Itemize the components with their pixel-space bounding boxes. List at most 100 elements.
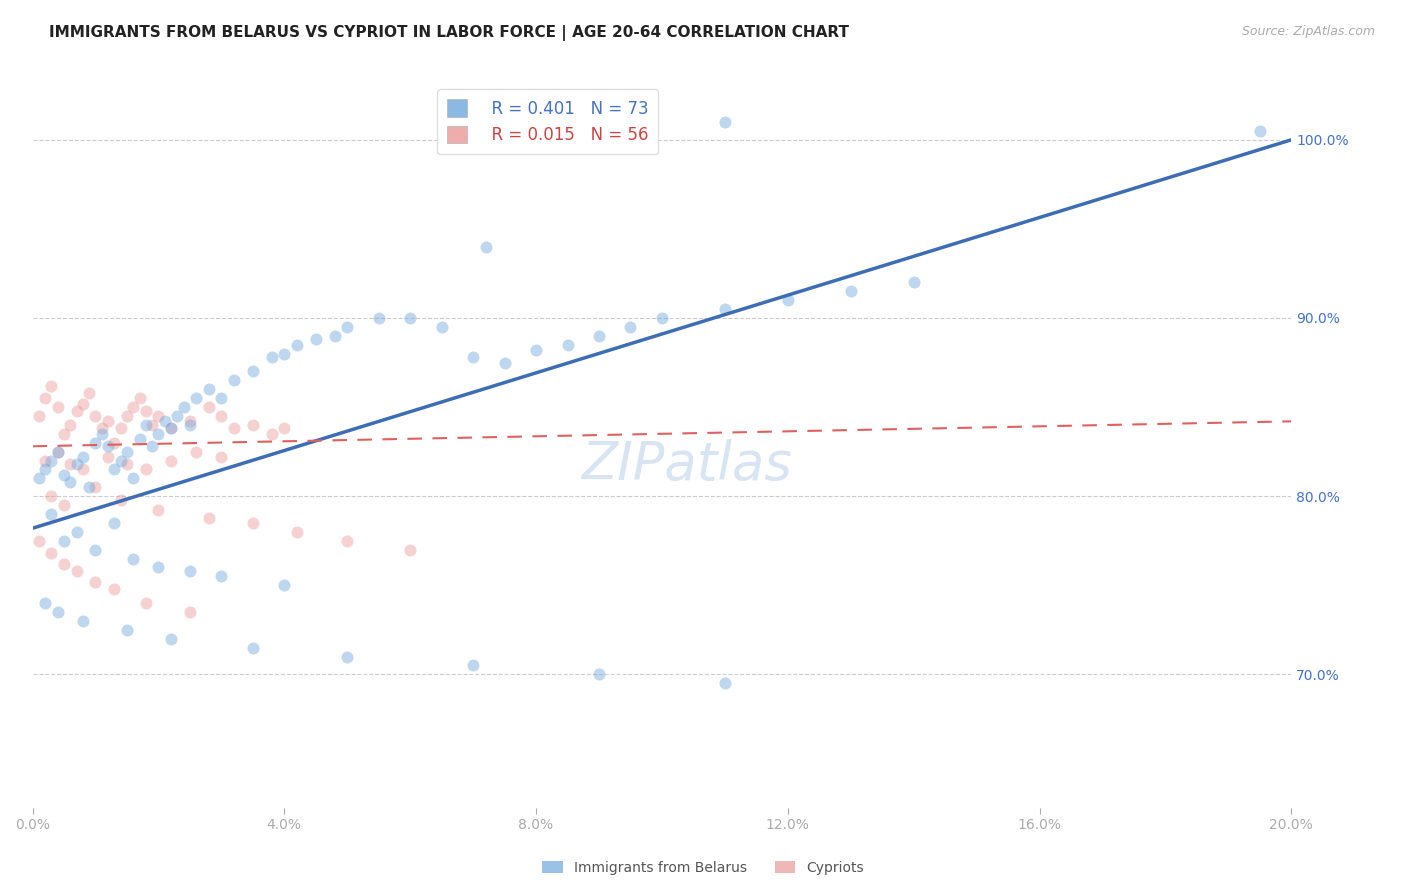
Point: [160, 421, 183, 435]
Point: [97, 439, 120, 453]
Point: [186, 391, 208, 405]
Point: [59, 457, 82, 471]
Point: [135, 462, 157, 476]
Point: [179, 414, 201, 428]
Point: [72, 396, 94, 410]
Point: [110, 421, 132, 435]
Point: [46, 400, 69, 414]
Point: [46, 605, 69, 619]
Text: ZIPatlas: ZIPatlas: [582, 439, 793, 491]
Point: [323, 328, 346, 343]
Point: [273, 421, 295, 435]
Point: [197, 400, 219, 414]
Point: [209, 569, 232, 583]
Point: [115, 409, 138, 423]
Point: [28, 533, 51, 548]
Point: [461, 350, 484, 364]
Point: [179, 417, 201, 432]
Point: [84, 409, 107, 423]
Point: [46, 444, 69, 458]
Point: [153, 414, 176, 428]
Point: [135, 596, 157, 610]
Point: [209, 409, 232, 423]
Point: [260, 426, 283, 441]
Point: [65, 524, 87, 539]
Point: [399, 310, 422, 325]
Point: [103, 462, 125, 476]
Point: [84, 435, 107, 450]
Point: [103, 582, 125, 596]
Point: [141, 439, 163, 453]
Point: [222, 421, 245, 435]
Point: [72, 462, 94, 476]
Point: [714, 676, 737, 690]
Point: [77, 480, 100, 494]
Point: [260, 350, 283, 364]
Point: [494, 355, 516, 369]
Point: [122, 471, 145, 485]
Text: Source: ZipAtlas.com: Source: ZipAtlas.com: [1241, 25, 1375, 38]
Point: [65, 564, 87, 578]
Point: [128, 432, 150, 446]
Point: [90, 421, 112, 435]
Point: [41, 378, 63, 392]
Point: [148, 426, 170, 441]
Point: [197, 382, 219, 396]
Point: [59, 475, 82, 489]
Point: [122, 400, 145, 414]
Point: [474, 240, 496, 254]
Point: [141, 417, 163, 432]
Point: [128, 391, 150, 405]
Point: [588, 667, 610, 681]
Point: [1249, 124, 1271, 138]
Point: [34, 462, 56, 476]
Point: [209, 391, 232, 405]
Point: [110, 492, 132, 507]
Point: [77, 385, 100, 400]
Point: [84, 574, 107, 589]
Point: [41, 546, 63, 560]
Point: [430, 319, 453, 334]
Point: [839, 285, 862, 299]
Point: [59, 417, 82, 432]
Point: [619, 319, 641, 334]
Point: [52, 557, 75, 571]
Point: [115, 444, 138, 458]
Point: [52, 426, 75, 441]
Point: [52, 467, 75, 482]
Point: [28, 409, 51, 423]
Point: [160, 453, 183, 467]
Point: [72, 614, 94, 628]
Point: [273, 578, 295, 592]
Point: [588, 328, 610, 343]
Point: [285, 337, 308, 351]
Point: [84, 542, 107, 557]
Legend: Immigrants from Belarus, Cypriots: Immigrants from Belarus, Cypriots: [536, 855, 870, 880]
Point: [122, 551, 145, 566]
Point: [714, 115, 737, 129]
Point: [97, 450, 120, 464]
Point: [34, 391, 56, 405]
Point: [222, 373, 245, 387]
Point: [285, 524, 308, 539]
Point: [903, 276, 925, 290]
Point: [179, 605, 201, 619]
Point: [273, 346, 295, 360]
Point: [46, 444, 69, 458]
Point: [336, 533, 359, 548]
Point: [160, 632, 183, 646]
Point: [336, 649, 359, 664]
Point: [103, 516, 125, 530]
Point: [197, 510, 219, 524]
Point: [242, 364, 264, 378]
Point: [173, 400, 195, 414]
Point: [186, 444, 208, 458]
Point: [242, 417, 264, 432]
Point: [65, 403, 87, 417]
Point: [34, 453, 56, 467]
Point: [52, 533, 75, 548]
Point: [524, 343, 547, 357]
Point: [336, 319, 359, 334]
Text: IMMIGRANTS FROM BELARUS VS CYPRIOT IN LABOR FORCE | AGE 20-64 CORRELATION CHART: IMMIGRANTS FROM BELARUS VS CYPRIOT IN LA…: [49, 25, 849, 41]
Point: [367, 310, 389, 325]
